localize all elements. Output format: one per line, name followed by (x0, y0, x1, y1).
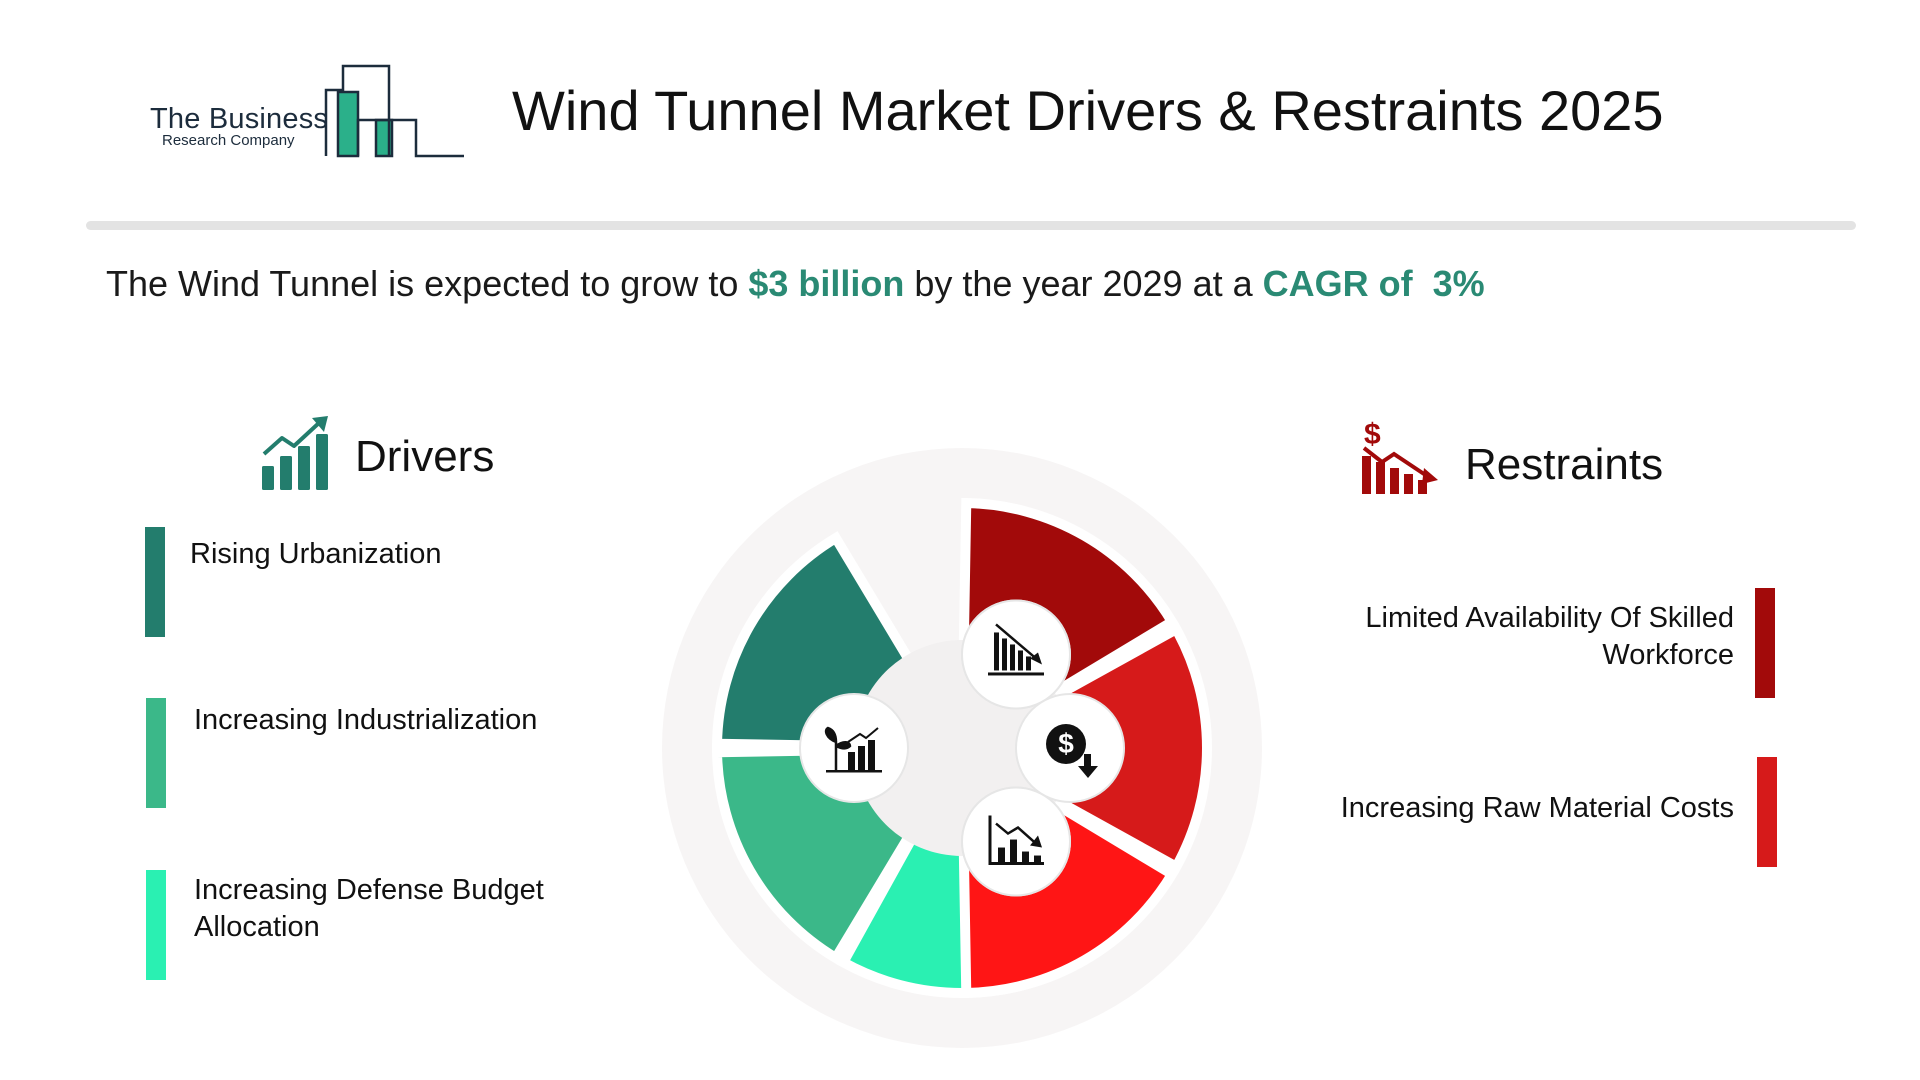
driver-bar-3 (146, 870, 166, 980)
logo-text-primary: The Business (150, 103, 329, 135)
restraints-heading: Restraints (1465, 440, 1664, 489)
divider (86, 221, 1856, 230)
logo-text-secondary: Research Company (162, 132, 295, 149)
driver-bar-2 (146, 698, 166, 808)
company-logo (324, 64, 464, 158)
driver-item-label: Increasing Industrialization (194, 704, 538, 736)
growth-bar-chart-icon (262, 416, 328, 490)
drivers-restraints-wheel: $ (662, 448, 1262, 1048)
drivers-heading: Drivers (355, 432, 495, 481)
restraint-bar-1 (1755, 588, 1775, 698)
restraint-item-2: Increasing Raw Material Costs (1250, 790, 1734, 830)
dollar-decline-icon: $ (1362, 418, 1438, 494)
dollar-down-icon: $ (1015, 693, 1125, 803)
market-headline: The Wind Tunnel is expected to grow to $… (106, 263, 1485, 305)
restraint-bar-2 (1757, 757, 1777, 867)
svg-text:$: $ (1364, 418, 1381, 451)
cagr-value: CAGR of 3% (1262, 263, 1485, 304)
driver-bar-1 (145, 527, 165, 637)
plant-growth-chart-icon (799, 693, 909, 803)
restraint-item-label: Limited Availability Of Skilled Workforc… (1365, 602, 1734, 671)
declining-bar-chart-icon (961, 599, 1071, 710)
market-value: $3 billion (748, 263, 905, 304)
svg-text:$: $ (1058, 728, 1074, 759)
page-title: Wind Tunnel Market Drivers & Restraints … (512, 79, 1664, 142)
driver-item-label: Rising Urbanization (190, 538, 442, 570)
restraint-item-1: Limited Availability Of Skilled Workforc… (1250, 600, 1734, 680)
headline-middle: by the year 2029 at a (904, 263, 1263, 304)
driver-item-label: Increasing Defense Budget Allocation (194, 874, 544, 943)
declining-line-chart-icon (961, 786, 1071, 897)
headline-prefix: The Wind Tunnel is expected to grow to (106, 263, 749, 304)
restraint-item-label: Increasing Raw Material Costs (1340, 792, 1734, 824)
